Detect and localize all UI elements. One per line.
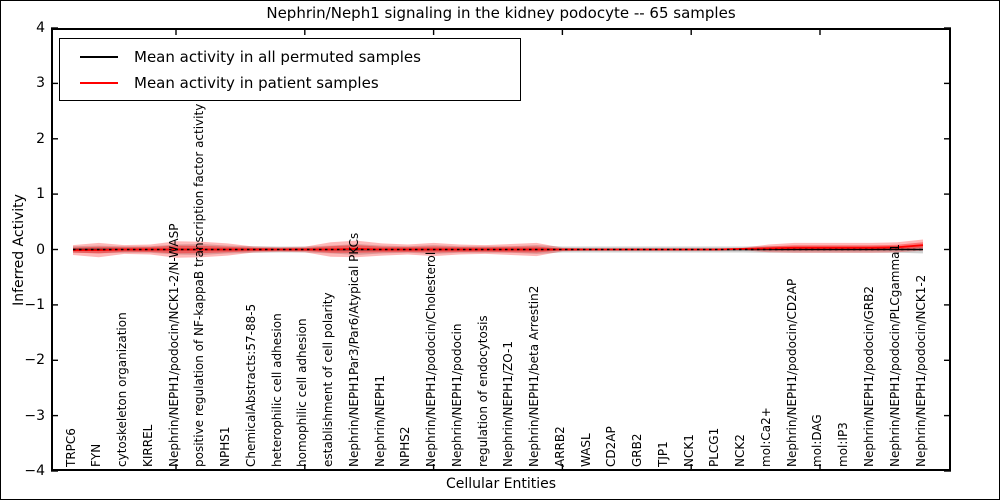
- legend-label-permuted: Mean activity in all permuted samples: [134, 48, 421, 66]
- x-tick-label: NPHS1: [218, 426, 233, 468]
- x-tick-label: Nephrin/NEPH1/podocin/CD2AP: [784, 278, 799, 467]
- x-axis-label: Cellular Entities: [445, 476, 557, 492]
- x-tick-label: ARRB2: [552, 426, 567, 467]
- plot-area: [51, 27, 951, 472]
- legend-label-patient: Mean activity in patient samples: [134, 74, 379, 92]
- y-tick-label: 1: [36, 186, 45, 203]
- x-tick-label: Nephrin/NEPH1Par3/Par6/Atypical PKCs: [346, 232, 361, 467]
- chart-canvas: [51, 27, 951, 472]
- x-tick-label: WASL: [578, 433, 593, 467]
- y-tick-label: 3: [36, 75, 45, 92]
- x-tick-label: establishment of cell polarity: [321, 292, 336, 467]
- x-tick-label: mol:IP3: [836, 422, 851, 467]
- x-tick-label: GRB2: [630, 433, 645, 467]
- y-tick-label: −2: [24, 352, 45, 369]
- x-tick-label: KIRREL: [140, 424, 155, 467]
- y-tick-label: −3: [24, 407, 45, 424]
- x-tick-label: heterophilic cell adhesion: [269, 313, 284, 467]
- x-tick-label: Nephrin/NEPH1/podocin: [449, 323, 464, 467]
- x-tick-label: ChemicalAbstracts:57-88-5: [243, 303, 258, 467]
- x-tick-label: regulation of endocytosis: [475, 315, 490, 467]
- x-tick-label: NPHS2: [398, 426, 413, 468]
- legend-item-patient: Mean activity in patient samples: [70, 70, 520, 96]
- x-tick-label: TJP1: [655, 441, 670, 467]
- legend: Mean activity in all permuted samples Me…: [59, 38, 521, 101]
- y-tick-label: 2: [36, 130, 45, 147]
- x-tick-label: mol:Ca2+: [758, 407, 773, 467]
- x-tick-label: mol:DAG: [810, 414, 825, 467]
- x-tick-label: Nephrin/NEPH1/podocin/GRB2: [861, 286, 876, 467]
- chart-title: Nephrin/Neph1 signaling in the kidney po…: [266, 4, 736, 22]
- y-tick-label: −1: [24, 296, 45, 313]
- x-tick-label: PLCG1: [707, 427, 722, 467]
- y-tick-label: 0: [36, 241, 45, 258]
- x-tick-label: Nephrin/NEPH1/podocin/Cholesterol: [424, 251, 439, 467]
- legend-item-permuted: Mean activity in all permuted samples: [70, 44, 520, 70]
- x-tick-label: cytoskeleton organization: [115, 312, 129, 467]
- x-tick-label: NCK1: [681, 434, 696, 467]
- patient-mean-line: [73, 244, 924, 252]
- x-tick-label: FYN: [89, 443, 104, 467]
- y-tick-label: −4: [24, 463, 45, 479]
- x-tick-label: homophilic cell adhesion: [295, 318, 310, 467]
- x-tick-label: positive regulation of NF-kappaB transcr…: [192, 103, 207, 467]
- y-tick-label: 4: [36, 20, 45, 36]
- x-tick-label: Nephrin/NEPH1/beta Arrestin2: [527, 285, 542, 467]
- patient-std-inner-band: [73, 242, 923, 254]
- permuted-line-swatch: [80, 56, 118, 58]
- x-tick-label: Nephrin/NEPH1/ZO-1: [501, 341, 516, 467]
- x-tick-label: Nephrin/NEPH1/podocin/NCK1-2/N-WASP: [166, 223, 181, 467]
- x-tick-label: Nephrin/NEPH1/podocin/NCK1-2: [913, 274, 928, 467]
- x-tick-label: Nephrin/NEPH1: [372, 375, 387, 467]
- x-tick-label: CD2AP: [604, 426, 619, 467]
- patient-line-swatch: [80, 82, 118, 84]
- x-tick-label: TRPC6: [63, 428, 78, 467]
- x-tick-label: NCK2: [733, 434, 748, 467]
- x-tick-label: Nephrin/NEPH1/podocin/PLCgamma1: [887, 243, 902, 467]
